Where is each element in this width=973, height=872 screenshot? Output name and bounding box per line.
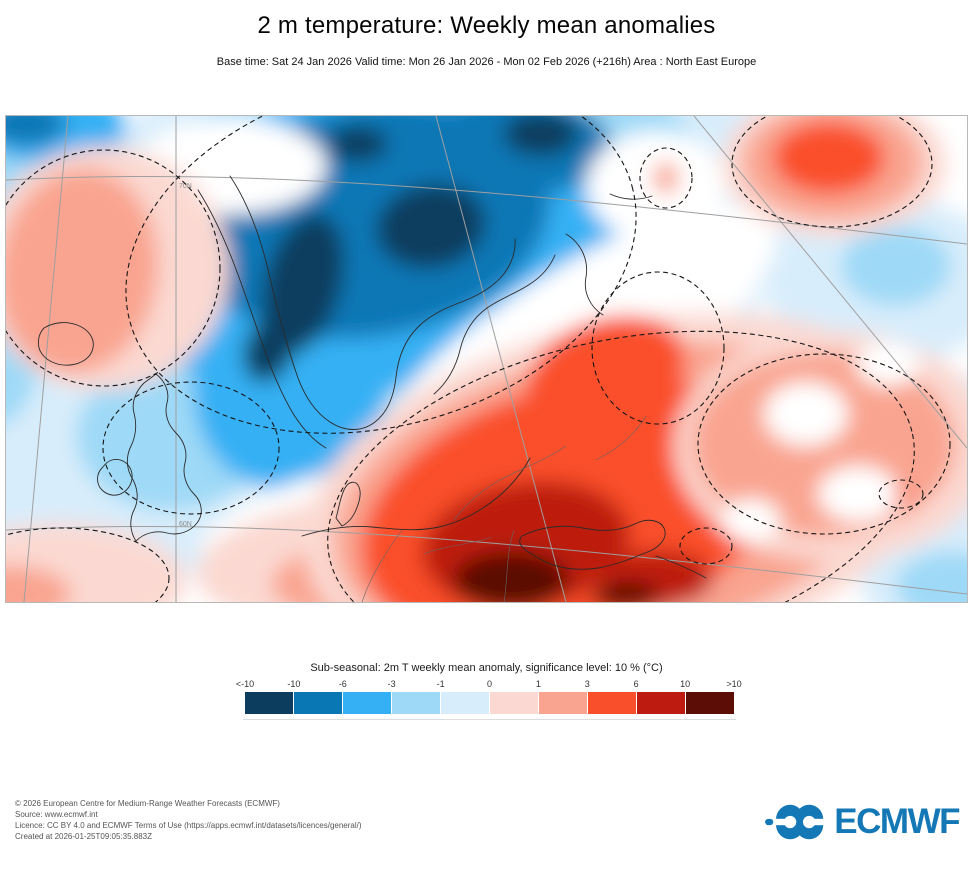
anomaly-fill-layer xyxy=(6,116,967,602)
graticule-labels: 70N 60N xyxy=(179,183,192,528)
colorbar-tick: 10 xyxy=(680,679,691,689)
graticule-label-70n: 70N xyxy=(179,183,192,190)
colorbar-segment xyxy=(294,692,342,714)
colorbar-segment xyxy=(441,692,489,714)
colorbar-tick: >10 xyxy=(726,679,742,689)
colorbar-segment xyxy=(686,692,734,714)
colorbar-tick: -3 xyxy=(387,679,396,689)
colorbar-tick: -10 xyxy=(287,679,301,689)
colorbar-tick: 6 xyxy=(633,679,639,689)
colorbar-segment xyxy=(588,692,636,714)
colorbar-tick: -1 xyxy=(436,679,445,689)
ecmwf-logo-text: ECMWF xyxy=(834,802,960,841)
graticule-lines xyxy=(6,116,967,602)
colorbar-tick: 3 xyxy=(584,679,590,689)
colorbar-tick: 1 xyxy=(535,679,541,689)
colorbar-title: Sub-seasonal: 2m T weekly mean anomaly, … xyxy=(310,662,663,674)
licence-line: Licence: CC BY 4.0 and ECMWF Terms of Us… xyxy=(15,821,362,830)
map-panel: 70N 60N xyxy=(5,115,968,603)
ecmwf-logo-icon xyxy=(765,804,828,840)
colorbar-ticks: <-10 -10 -6 -3 -1 0 1 3 6 10 >10 xyxy=(236,679,742,690)
colorbar-segments xyxy=(245,692,734,714)
legend-divider xyxy=(243,719,736,720)
copyright-line: © 2026 European Centre for Medium-Range … xyxy=(15,799,280,808)
footer-attribution: © 2026 European Centre for Medium-Range … xyxy=(15,798,362,842)
colorbar-segment xyxy=(245,692,293,714)
colorbar-tick: <-10 xyxy=(235,679,255,689)
anomaly-map: 70N 60N xyxy=(6,116,967,602)
colorbar-segment xyxy=(490,692,538,714)
page-subtitle: Base time: Sat 24 Jan 2026 Valid time: M… xyxy=(216,56,757,68)
country-borders xyxy=(361,415,647,602)
ecmwf-logo: ECMWF xyxy=(765,802,960,842)
colorbar-segment xyxy=(392,692,440,714)
graticule-label-60n: 60N xyxy=(179,521,192,528)
significance-contours xyxy=(6,116,951,602)
colorbar-segment xyxy=(637,692,685,714)
created-line: Created at 2026-01-25T09:05:35.883Z xyxy=(15,832,152,841)
colorbar-tick: 0 xyxy=(486,679,493,689)
source-line: Source: www.ecmwf.int xyxy=(15,810,98,819)
page-title: 2 m temperature: Weekly mean anomalies xyxy=(257,12,716,39)
colorbar-segment xyxy=(539,692,587,714)
colorbar-segment xyxy=(343,692,391,714)
coastlines xyxy=(37,175,707,579)
colorbar-tick: -6 xyxy=(338,679,347,689)
